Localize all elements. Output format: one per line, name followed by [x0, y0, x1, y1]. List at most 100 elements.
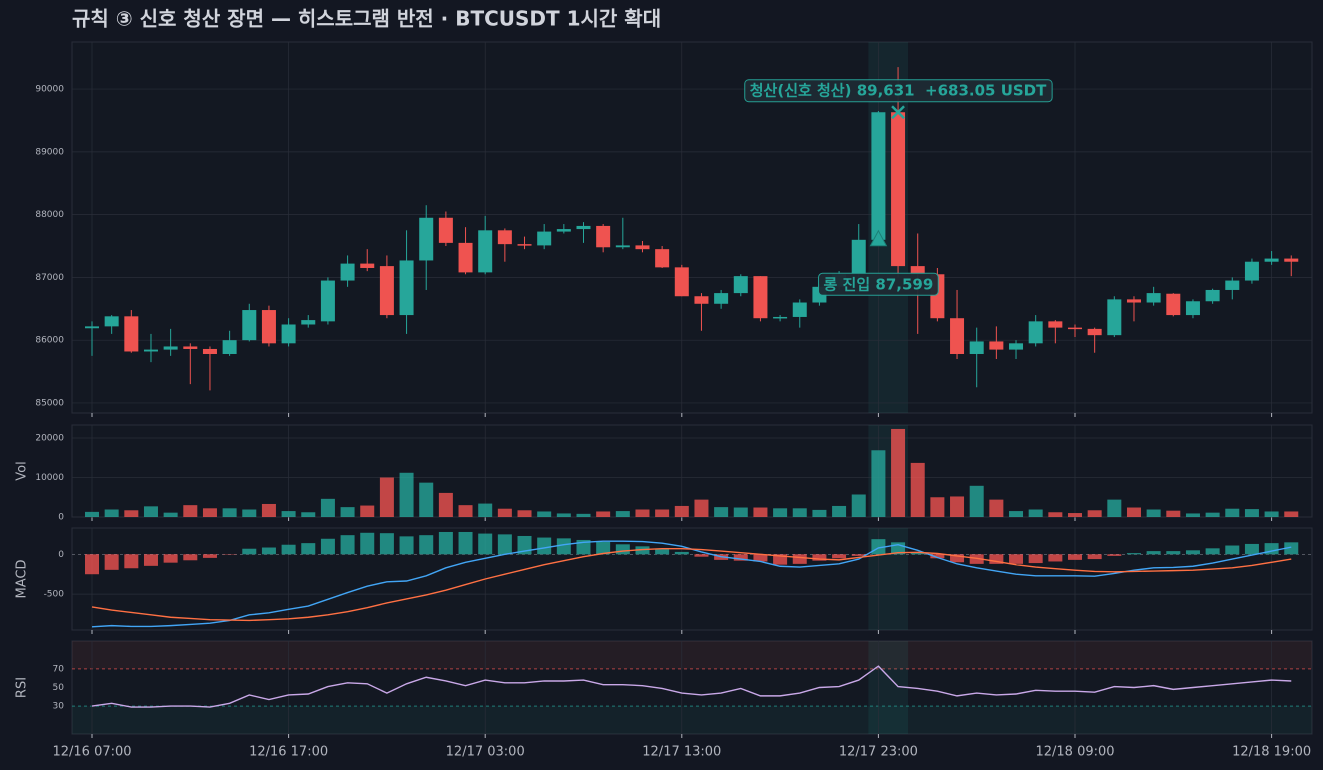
candle-body [969, 341, 984, 354]
histogram-bar [753, 554, 768, 562]
histogram-bar [340, 535, 355, 555]
candle-body [183, 346, 198, 349]
y-tick-label: 0 [58, 550, 64, 560]
annotation-text: 롱 진입 87,599 [824, 275, 934, 293]
histogram-bar [950, 554, 965, 563]
histogram-bar [969, 554, 984, 564]
x-tick-label: 12/16 07:00 [52, 745, 131, 760]
volume-bar [1009, 511, 1024, 517]
volume-bar [1185, 513, 1200, 517]
y-tick-label: 10000 [35, 473, 64, 483]
volume-bar [871, 450, 886, 517]
histogram-bar [399, 536, 414, 555]
y-tick-label: 86000 [35, 336, 64, 346]
histogram-bar [615, 544, 630, 555]
histogram-bar [320, 538, 335, 555]
volume-bar [104, 509, 119, 517]
histogram-bar [379, 533, 394, 555]
histogram-bar [1087, 554, 1102, 560]
candle-body [851, 239, 866, 275]
annotation-box [744, 79, 1053, 103]
histogram-bar [792, 554, 807, 564]
y-axis-label: RSI [15, 677, 30, 698]
volume-bar [812, 509, 827, 517]
candle-body [1264, 258, 1279, 262]
histogram-bar [891, 542, 906, 555]
histogram-bar [104, 554, 119, 570]
histogram-bar [694, 554, 709, 557]
volume-bar [989, 499, 1004, 517]
candle-body [242, 310, 257, 341]
histogram-bar [1166, 551, 1181, 555]
histogram-bar [851, 554, 866, 556]
volume-bar [1166, 510, 1181, 517]
y-tick-label: 20000 [35, 434, 64, 444]
volume-bar [379, 477, 394, 517]
candle-body [1166, 293, 1181, 316]
histogram-bar [674, 551, 689, 555]
histogram-bar [458, 531, 473, 555]
candle-body [576, 225, 591, 230]
histogram-bar [635, 546, 650, 555]
volume-bar [576, 513, 591, 517]
volume-bar [419, 482, 434, 517]
candle-body [773, 316, 788, 319]
volume-bar [261, 503, 276, 517]
candle-body [910, 266, 925, 275]
volume-bar [438, 492, 453, 517]
candle-body [458, 242, 473, 273]
candle-body [104, 316, 119, 327]
histogram-bar [183, 554, 198, 561]
volume-bar [910, 462, 925, 517]
volume-bar [183, 505, 198, 517]
candle-body [733, 276, 748, 294]
candle-body [222, 340, 237, 354]
volume-bar [458, 505, 473, 517]
histogram-bar [497, 534, 512, 555]
candle-body [1146, 293, 1161, 303]
volume-bar [714, 507, 729, 517]
line-series [91, 548, 1292, 622]
histogram-bar [1126, 553, 1141, 555]
x-tick-label: 12/18 19:00 [1232, 745, 1311, 760]
candle-body [1009, 343, 1024, 350]
x-tick-label: 12/17 13:00 [642, 745, 721, 760]
volume-bar [1146, 509, 1161, 517]
candle-body [1244, 261, 1259, 281]
candle-body [497, 230, 512, 245]
volume-bar [320, 498, 335, 517]
histogram-bar [163, 554, 178, 563]
histogram-bar [1028, 554, 1043, 564]
volume-bar [1264, 511, 1279, 517]
panel [71, 640, 1313, 735]
volume-bar [773, 508, 788, 517]
candle-body [1087, 328, 1102, 336]
histogram-bar [1048, 554, 1063, 562]
y-tick-label: -500 [44, 590, 65, 600]
volume-bar [1244, 509, 1259, 517]
volume-bar [1284, 511, 1299, 517]
histogram-bar [202, 554, 217, 558]
candle-body [360, 263, 375, 268]
histogram-bar [812, 554, 827, 561]
volume-bar [969, 485, 984, 517]
histogram-bar [1225, 545, 1240, 555]
candle-body [1126, 299, 1141, 303]
histogram-bar [1244, 543, 1259, 555]
volume-bar [163, 512, 178, 517]
annotation: 롱 진입 87,599 [818, 272, 939, 296]
histogram-bar [1107, 554, 1122, 556]
candle-body [1225, 280, 1240, 290]
volume-bar [596, 511, 611, 517]
histogram-bar [1284, 542, 1299, 555]
histogram-bar [143, 554, 158, 566]
histogram-bar [930, 554, 945, 559]
histogram-bar [242, 548, 257, 555]
candle-body [1185, 301, 1200, 316]
volume-bar [753, 507, 768, 517]
histogram-bar [438, 531, 453, 555]
volume-bar [1225, 508, 1240, 517]
volume-bar [85, 511, 99, 517]
histogram-bar [1185, 550, 1200, 555]
